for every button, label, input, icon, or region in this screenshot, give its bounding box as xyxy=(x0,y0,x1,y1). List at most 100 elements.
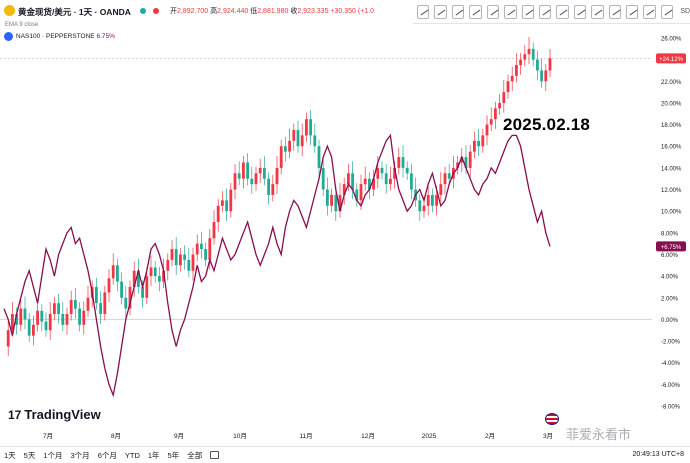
candle-body xyxy=(107,278,111,293)
candle-body xyxy=(431,194,434,206)
y-tick-label: -4.00% xyxy=(661,361,681,367)
candle-body xyxy=(548,58,552,71)
drawing-tool-icon[interactable] xyxy=(451,4,465,19)
candle-body xyxy=(313,135,317,147)
candle-body xyxy=(195,243,199,255)
candle-body xyxy=(405,167,409,174)
candle-body xyxy=(439,184,443,195)
y-tick-label: 0.00% xyxy=(661,318,679,324)
x-tick-label: 10月 xyxy=(233,432,247,440)
candle-body xyxy=(284,146,287,152)
drawing-tool-icon[interactable] xyxy=(643,4,656,19)
range-button-1[interactable]: 5天 xyxy=(23,450,36,460)
x-tick-label: 11月 xyxy=(299,432,312,440)
candle-body xyxy=(23,308,27,320)
candle-body xyxy=(342,184,346,195)
candle-body xyxy=(347,173,350,185)
low-value: 2,881.980 xyxy=(257,8,289,15)
gold-symbol-icon xyxy=(4,5,15,16)
candle-body xyxy=(242,162,245,179)
drawing-tool-icon[interactable] xyxy=(504,4,517,19)
candle-body xyxy=(326,189,329,206)
candle-body xyxy=(187,259,191,271)
drawing-tool-icon[interactable] xyxy=(538,4,552,19)
candle-body xyxy=(481,135,485,147)
candle-body xyxy=(137,270,140,287)
x-tick-label: 2025 xyxy=(422,433,437,440)
market-status-dot xyxy=(153,8,159,14)
y-tick-label: -2.00% xyxy=(661,340,681,346)
candle-body xyxy=(246,162,249,179)
range-button-2[interactable]: 1个月 xyxy=(43,450,63,460)
price-chart[interactable]: 26.00%24.00%22.00%20.00%18.00%16.00%14.0… xyxy=(0,0,690,446)
x-tick-label: 9月 xyxy=(174,432,184,440)
candle-body xyxy=(363,178,367,185)
live-status-dot xyxy=(140,8,146,14)
range-button-3[interactable]: 3个月 xyxy=(70,450,90,460)
candle-body xyxy=(44,321,48,331)
x-tick-label: 7月 xyxy=(43,432,53,440)
sd-label[interactable]: SD xyxy=(680,8,690,15)
candle-body xyxy=(359,184,363,201)
drawing-tool-icon[interactable] xyxy=(469,4,482,19)
candle-body xyxy=(99,303,102,314)
drawing-tool-icon[interactable] xyxy=(434,4,447,19)
candle-body xyxy=(103,292,107,314)
candle-body xyxy=(200,243,203,250)
candle-body xyxy=(330,194,333,206)
range-bar: 1天 5天 1个月 3个月 6个月 YTD 1年 5年 全部 20:49:13 UTC+8 xyxy=(0,446,690,463)
candle-body xyxy=(36,310,39,325)
candle-body xyxy=(376,167,380,179)
range-button-4[interactable]: 6个月 xyxy=(97,450,117,460)
candle-body xyxy=(162,270,165,282)
drawing-tool-icon[interactable] xyxy=(521,4,534,19)
range-button-0[interactable]: 1天 xyxy=(4,450,16,460)
drawing-tool-icon[interactable] xyxy=(486,4,500,19)
y-tick-label: 22.00% xyxy=(661,80,682,86)
candle-body xyxy=(111,265,115,279)
us-flag-icon[interactable] xyxy=(545,413,559,425)
drawing-tool-icon[interactable] xyxy=(608,4,622,19)
candle-body xyxy=(124,297,128,309)
high-label: 高 xyxy=(210,8,218,15)
candle-body xyxy=(296,130,300,147)
drawing-tool-icon[interactable] xyxy=(556,4,569,19)
symbol-title[interactable]: 黄金现货/美元 · 1天 · OANDA xyxy=(18,7,131,17)
clock-readout[interactable]: 20:49:13 UTC+8 xyxy=(632,451,684,458)
compare-symbol-legend[interactable]: NAS100 · PEPPERSTONE 6.75% xyxy=(16,33,115,40)
candle-body xyxy=(309,119,312,136)
ema-indicator-label[interactable]: EMA 9 close xyxy=(5,22,39,28)
range-button-8[interactable]: 全部 xyxy=(187,450,203,460)
range-button-6[interactable]: 1年 xyxy=(147,450,160,460)
range-button-7[interactable]: 5年 xyxy=(167,450,180,460)
open-value: 2,892.700 xyxy=(177,8,209,15)
candle-body xyxy=(82,310,86,325)
drawing-tool-icon[interactable] xyxy=(417,4,430,19)
candle-body xyxy=(27,319,31,336)
drawing-tool-icon[interactable] xyxy=(626,4,639,19)
candle-body xyxy=(271,184,275,195)
high-value: 2,924.440 xyxy=(217,8,249,15)
calendar-icon[interactable] xyxy=(210,451,220,459)
candle-body xyxy=(418,200,422,212)
drawing-tool-icon[interactable] xyxy=(573,4,587,19)
nas100-symbol-icon xyxy=(4,32,13,41)
candle-body xyxy=(15,314,18,325)
drawing-tool-icon[interactable] xyxy=(591,4,604,19)
candle-body xyxy=(95,286,98,304)
y-tick-label: 10.00% xyxy=(661,210,682,216)
change-value: +30.350 (+1.0 xyxy=(330,8,375,15)
candle-body xyxy=(372,178,375,190)
candle-body xyxy=(6,330,10,347)
candle-body xyxy=(384,173,388,185)
candle-body xyxy=(153,267,157,277)
y-tick-label: 12.00% xyxy=(661,188,682,194)
candle-body xyxy=(116,265,119,282)
candle-body xyxy=(502,92,506,103)
candle-body xyxy=(141,286,144,298)
candle-body xyxy=(477,140,480,147)
drawing-tool-icon[interactable] xyxy=(660,4,674,19)
watermark-text: 菲爱永看市 xyxy=(566,427,632,442)
y-tick-label: 18.00% xyxy=(661,123,682,129)
range-button-5[interactable]: YTD xyxy=(124,450,140,460)
